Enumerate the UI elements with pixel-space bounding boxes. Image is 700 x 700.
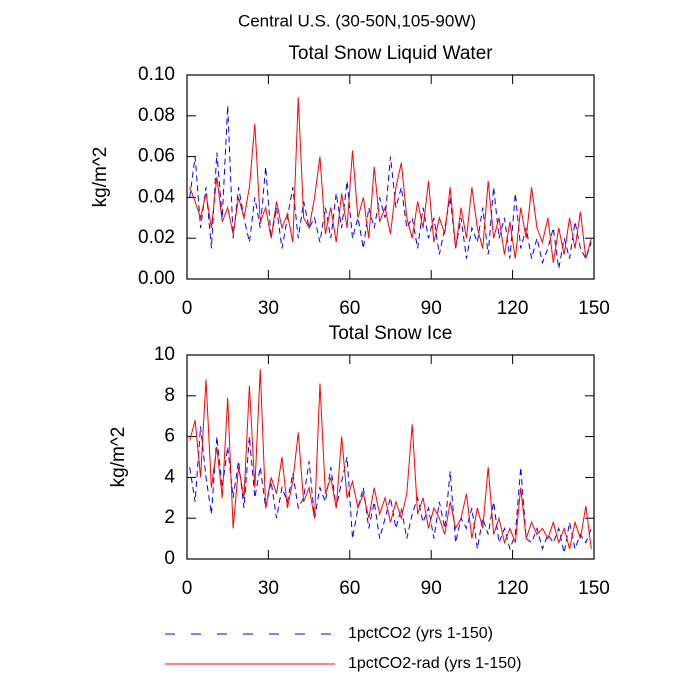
series-line <box>189 426 592 553</box>
panel-title: Total Snow Liquid Water <box>288 43 493 64</box>
y-axis-label: kg/m^2 <box>90 147 111 208</box>
x-tick-label: 150 <box>578 298 610 319</box>
y-tick-label: 2 <box>164 507 175 528</box>
x-tick-label: 90 <box>421 298 442 319</box>
series-line <box>189 97 592 263</box>
series-line <box>189 369 592 549</box>
y-tick-label: 6 <box>164 426 175 447</box>
x-tick-label: 60 <box>339 298 360 319</box>
y-tick-label: 0.02 <box>138 227 175 248</box>
x-tick-label: 90 <box>421 578 442 599</box>
plot-frame <box>186 354 595 560</box>
y-tick-label: 0 <box>164 548 175 569</box>
panel-title: Total Snow Ice <box>329 323 453 344</box>
y-axis-label: kg/m^2 <box>108 427 129 488</box>
x-tick-label: 0 <box>182 578 193 599</box>
y-tick-label: 0.10 <box>138 64 175 85</box>
y-tick-label: 4 <box>164 466 175 487</box>
x-tick-label: 60 <box>339 578 360 599</box>
x-tick-label: 30 <box>258 298 279 319</box>
x-tick-label: 0 <box>182 298 193 319</box>
legend-label: 1pctCO2 (yrs 1-150) <box>348 625 493 642</box>
y-tick-label: 0.04 <box>138 186 175 207</box>
y-tick-label: 10 <box>154 344 175 365</box>
plot-frame <box>186 74 595 280</box>
x-tick-label: 30 <box>258 578 279 599</box>
x-tick-label: 120 <box>497 578 529 599</box>
legend-label: 1pctCO2-rad (yrs 1-150) <box>348 655 521 672</box>
x-tick-label: 150 <box>578 578 610 599</box>
series-line <box>189 105 592 269</box>
y-tick-label: 0.00 <box>138 268 175 289</box>
x-tick-label: 120 <box>497 298 529 319</box>
y-tick-label: 0.06 <box>138 146 175 167</box>
y-tick-label: 0.08 <box>138 105 175 126</box>
figure-title: Central U.S. (30-50N,105-90W) <box>238 11 476 30</box>
y-tick-label: 8 <box>164 385 175 406</box>
